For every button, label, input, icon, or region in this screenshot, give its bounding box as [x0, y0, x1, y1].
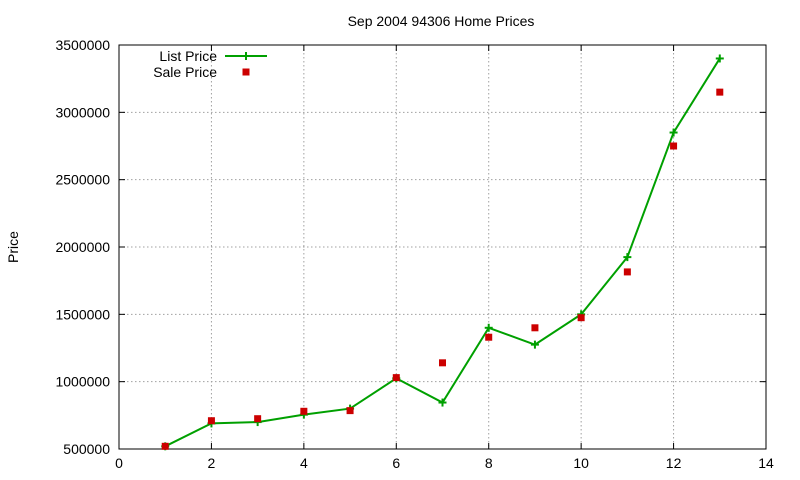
legend-label: List Price — [159, 48, 217, 64]
sale-price-point — [300, 407, 308, 415]
y-tick-label: 2000000 — [55, 239, 110, 255]
x-tick-label: 10 — [573, 455, 589, 471]
x-tick-label: 0 — [115, 455, 123, 471]
sale-price-point — [254, 415, 262, 423]
sale-price-point — [670, 142, 678, 150]
sale-price-point — [346, 407, 354, 415]
sale-price-point — [485, 333, 493, 341]
list-price-point — [438, 398, 447, 407]
list-price-point — [530, 340, 539, 349]
list-price-point — [484, 323, 493, 332]
legend-plus-marker — [242, 52, 250, 60]
x-tick-label: 6 — [392, 455, 400, 471]
y-tick-labels: 500000 1000000 1500000 2000000 2500000 300000… — [55, 37, 110, 457]
sale-price-point — [716, 88, 724, 96]
y-tick-label: 500000 — [63, 441, 110, 457]
sale-price-point — [623, 268, 631, 276]
x-tick-label: 12 — [666, 455, 682, 471]
y-axis-label: Price — [5, 231, 21, 263]
list-price-point — [623, 253, 632, 262]
y-tick-label: 3500000 — [55, 37, 110, 53]
sale-price-point — [577, 314, 585, 322]
sale-price-point — [439, 359, 446, 367]
list-price-point — [715, 54, 724, 63]
y-tick-label: 1000000 — [55, 374, 110, 390]
y-tick-label: 2500000 — [55, 172, 110, 188]
list-price-line — [164, 57, 721, 448]
series-list-price — [161, 54, 724, 451]
chart-title: Sep 2004 94306 Home Prices — [348, 13, 535, 29]
x-tick-labels: 0 2 4 6 8 10 12 14 — [115, 455, 774, 471]
sale-price-point — [207, 417, 215, 425]
sale-price-point — [161, 442, 169, 450]
x-tick-label: 8 — [485, 455, 493, 471]
y-tick-label: 1500000 — [55, 306, 110, 322]
legend-square-marker — [242, 68, 250, 76]
legend-label: Sale Price — [153, 64, 217, 80]
ticks-layer — [118, 44, 767, 450]
y-tick-label: 3000000 — [55, 104, 110, 120]
grid-layer — [119, 45, 766, 449]
list-price-point — [669, 128, 678, 137]
sale-price-point — [392, 374, 400, 382]
x-tick-label: 2 — [208, 455, 216, 471]
series-layer — [161, 54, 724, 451]
sale-price-point — [531, 324, 539, 332]
x-tick-label: 4 — [300, 455, 308, 471]
series-sale-price — [161, 88, 724, 450]
x-tick-label: 14 — [758, 455, 774, 471]
